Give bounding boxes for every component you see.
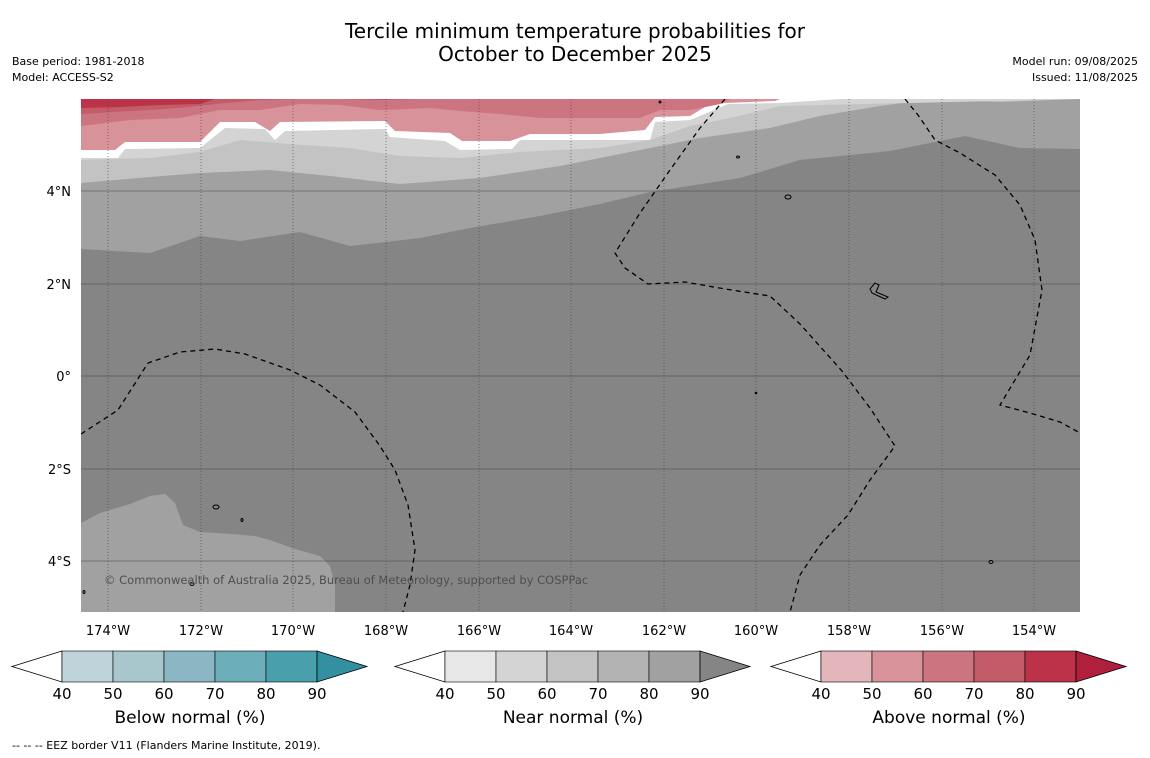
- colorbar-near-segment-70-80: [598, 651, 649, 682]
- eez-footnote: -- -- -- EEZ border V11 (Flanders Marine…: [12, 739, 320, 752]
- colorbar-near-high-extension: [700, 651, 750, 682]
- lat-label-4s: 4°S: [48, 555, 71, 570]
- lon-label-154w: 154°W: [1012, 624, 1056, 639]
- colorbar-below-tick-40: 40: [52, 685, 71, 703]
- colorbar-above-high-extension: [1076, 651, 1126, 682]
- colorbar-above-tick-60: 60: [913, 685, 932, 703]
- colorbar-near-segment-80-90: [649, 651, 700, 682]
- above-normal-label: Above normal (%): [819, 708, 1079, 728]
- colorbar-below-tick-90: 90: [307, 685, 326, 703]
- near-normal-label: Near normal (%): [443, 708, 703, 728]
- colorbar-above-tick-80: 80: [1015, 685, 1034, 703]
- colorbar-above-tick-40: 40: [811, 685, 830, 703]
- colorbar-above-low-extension: [771, 651, 821, 682]
- colorbar-near-tick-50: 50: [486, 685, 505, 703]
- colorbar-above: 40 50 60 70 80 90: [771, 651, 1126, 703]
- colorbar-below-high-extension: [317, 651, 367, 682]
- colorbar-below-tick-70: 70: [205, 685, 224, 703]
- colorbar-below-tick-60: 60: [154, 685, 173, 703]
- colorbar-below-segment-70-80: [215, 651, 266, 682]
- below-normal-label: Below normal (%): [60, 708, 320, 728]
- lat-label-2n: 2°N: [47, 278, 72, 293]
- map-figure: © Commonwealth of Australia 2025, Bureau…: [0, 0, 1150, 758]
- colorbar-above-segment-40-50: [821, 651, 872, 682]
- colorbar-near-tick-60: 60: [537, 685, 556, 703]
- colorbar-below-tick-80: 80: [256, 685, 275, 703]
- colorbar-above-tick-70: 70: [964, 685, 983, 703]
- colorbar-near-segment-40-50: [445, 651, 496, 682]
- colorbar-below-segment-40-50: [62, 651, 113, 682]
- colorbar-near: 40 50 60 70 80 90: [395, 651, 750, 703]
- colorbar-near-tick-40: 40: [435, 685, 454, 703]
- colorbar-near-low-extension: [395, 651, 445, 682]
- colorbar-above-segment-50-60: [872, 651, 923, 682]
- lat-label-4n: 4°N: [47, 185, 72, 200]
- lat-label-0: 0°: [56, 370, 71, 385]
- lon-label-160w: 160°W: [734, 624, 778, 639]
- colorbar-above-tick-90: 90: [1066, 685, 1085, 703]
- colorbar-near-segment-60-70: [547, 651, 598, 682]
- lon-label-168w: 168°W: [364, 624, 408, 639]
- copyright-text: © Commonwealth of Australia 2025, Bureau…: [104, 573, 588, 587]
- lon-label-172w: 172°W: [179, 624, 223, 639]
- lon-label-164w: 164°W: [549, 624, 593, 639]
- colorbar-below: 40 50 60 70 80 90: [12, 651, 367, 703]
- forecast-map-page: Tercile minimum temperature probabilitie…: [0, 0, 1150, 758]
- colorbar-below-segment-60-70: [164, 651, 215, 682]
- colorbar-above-segment-70-80: [974, 651, 1025, 682]
- colorbar-below-segment-80-90: [266, 651, 317, 682]
- colorbar-below-low-extension: [12, 651, 62, 682]
- colorbars: 40 50 60 70 80 90 40 50 60 70 80 90 40 50 60 70 80 90: [12, 651, 1126, 703]
- colorbar-near-tick-80: 80: [639, 685, 658, 703]
- colorbar-below-segment-50-60: [113, 651, 164, 682]
- lat-labels: 4°N 2°N 0° 2°S 4°S: [47, 185, 72, 570]
- colorbar-above-tick-50: 50: [862, 685, 881, 703]
- colorbar-above-segment-80-90: [1025, 651, 1076, 682]
- lon-label-174w: 174°W: [86, 624, 130, 639]
- lat-label-2s: 2°S: [48, 463, 71, 478]
- colorbar-near-segment-50-60: [496, 651, 547, 682]
- lon-label-170w: 170°W: [271, 624, 315, 639]
- colorbar-near-tick-90: 90: [690, 685, 709, 703]
- colorbar-near-tick-70: 70: [588, 685, 607, 703]
- lon-label-158w: 158°W: [827, 624, 871, 639]
- lon-labels: 174°W 172°W 170°W 168°W 166°W 164°W 162°…: [86, 624, 1056, 639]
- map-area: © Commonwealth of Australia 2025, Bureau…: [81, 99, 1080, 612]
- lon-label-162w: 162°W: [642, 624, 686, 639]
- lon-label-156w: 156°W: [920, 624, 964, 639]
- lon-label-166w: 166°W: [457, 624, 501, 639]
- colorbar-below-tick-50: 50: [103, 685, 122, 703]
- colorbar-above-segment-60-70: [923, 651, 974, 682]
